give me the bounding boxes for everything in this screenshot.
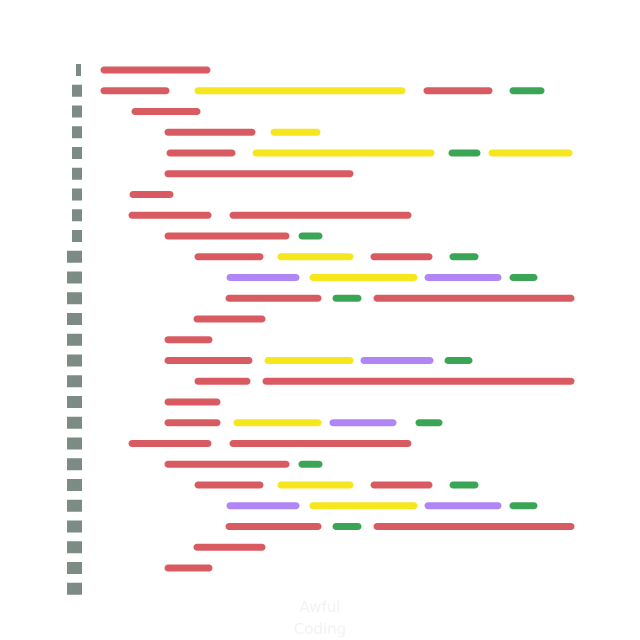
gutter-mark (67, 499, 82, 512)
gutter-mark (67, 562, 82, 574)
gutter-mark (72, 147, 82, 159)
gutter-mark (72, 188, 82, 201)
gutter-mark (72, 126, 82, 139)
gutter-mark (72, 209, 82, 222)
caption-line-2: Coding (293, 620, 347, 638)
gutter-mark (67, 396, 82, 408)
gutter-mark (72, 84, 82, 97)
gutter-mark (67, 458, 82, 471)
gutter-mark (67, 520, 82, 533)
gutter-mark (67, 250, 82, 263)
line-gutter (67, 64, 82, 595)
gutter-mark (72, 230, 82, 242)
gutter-mark (67, 479, 82, 491)
gutter-mark (67, 354, 82, 367)
gutter-mark (72, 105, 82, 118)
gutter-mark (72, 167, 82, 180)
gutter-mark (67, 333, 82, 346)
gutter-mark (67, 375, 82, 388)
gutter-mark (76, 64, 81, 76)
gutter-mark (67, 313, 82, 325)
gutter-mark (67, 292, 82, 305)
gutter-mark (67, 541, 82, 554)
gutter-mark (67, 271, 82, 284)
gutter-mark (67, 582, 82, 595)
gutter-mark (67, 416, 82, 429)
gutter-mark (67, 437, 82, 450)
code-lines (100, 66, 575, 572)
caption-line-1: Awful (299, 598, 341, 616)
